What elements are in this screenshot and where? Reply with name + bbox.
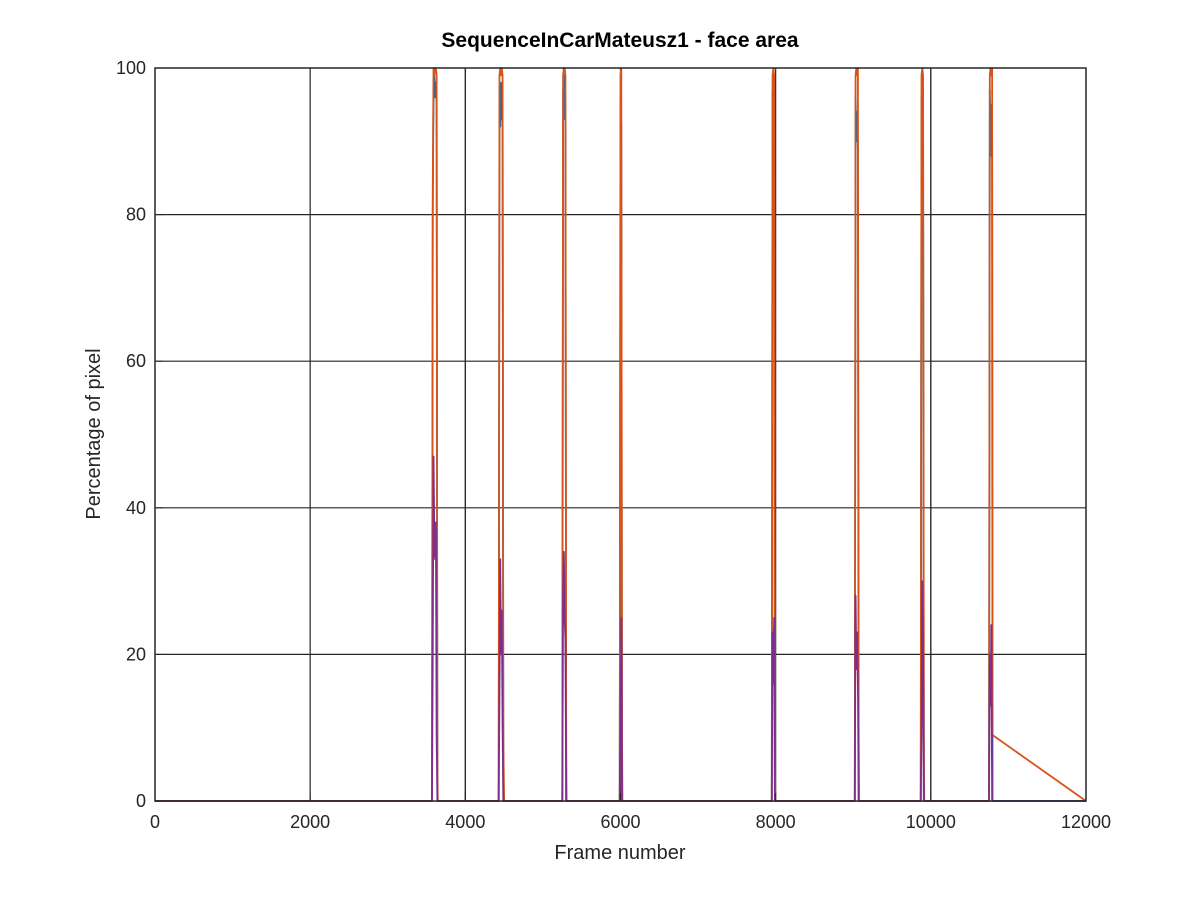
x-tick-label: 0 [150,812,160,832]
y-axis-label: Percentage of pixel [83,348,105,519]
axis-ticks: 0 2000 4000 6000 8000 10000 12000 0 20 40 60 80 100 [116,58,1111,832]
y-tick-label: 0 [136,791,146,811]
y-tick-label: 80 [126,205,146,225]
x-tick-label: 10000 [906,812,956,832]
x-tick-label: 8000 [756,812,796,832]
y-tick-label: 40 [126,498,146,518]
y-tick-label: 100 [116,58,146,78]
x-tick-label: 4000 [445,812,485,832]
x-tick-label: 12000 [1061,812,1111,832]
y-tick-label: 20 [126,644,146,664]
x-axis-label: Frame number [554,842,685,864]
y-tick-label: 60 [126,351,146,371]
x-tick-label: 2000 [290,812,330,832]
x-tick-label: 6000 [600,812,640,832]
chart-title: SequenceInCarMateusz1 - face area [441,29,798,52]
